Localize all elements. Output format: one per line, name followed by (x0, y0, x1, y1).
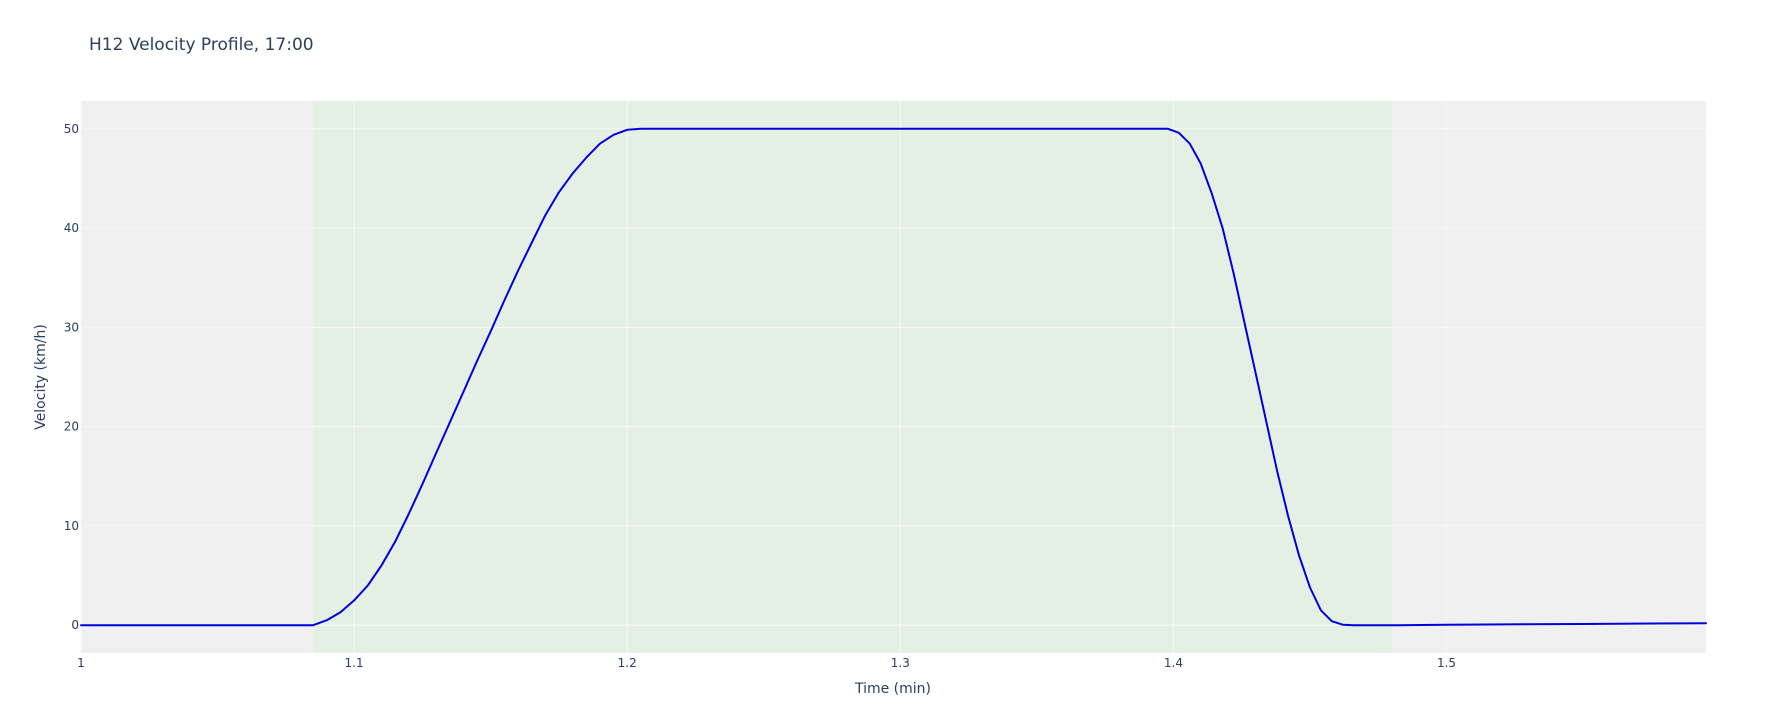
y-axis-title: Velocity (km/h) (33, 324, 49, 430)
plot-area: 1 1.1 1.2 1.3 1.4 1.5 0 10 20 30 40 50 (64, 101, 1707, 670)
x-tick-label: 1.2 (618, 656, 637, 670)
y-tick-label: 10 (64, 519, 79, 533)
x-tick-label: 1.3 (891, 656, 910, 670)
highlight-band (313, 101, 1392, 653)
chart-title: H12 Velocity Profile, 17:00 (89, 35, 314, 55)
y-tick-label: 0 (71, 618, 79, 632)
y-tick-label: 20 (64, 420, 79, 434)
x-tick-label: 1.4 (1164, 656, 1183, 670)
y-tick-label: 30 (64, 320, 79, 334)
y-tick-label: 50 (64, 122, 79, 136)
x-tick-label: 1 (77, 656, 85, 670)
x-tick-label: 1.5 (1437, 656, 1456, 670)
x-tick-label: 1.1 (345, 656, 364, 670)
y-tick-label: 40 (64, 221, 79, 235)
velocity-line (80, 127, 1707, 627)
x-axis-title: Time (min) (854, 681, 931, 697)
